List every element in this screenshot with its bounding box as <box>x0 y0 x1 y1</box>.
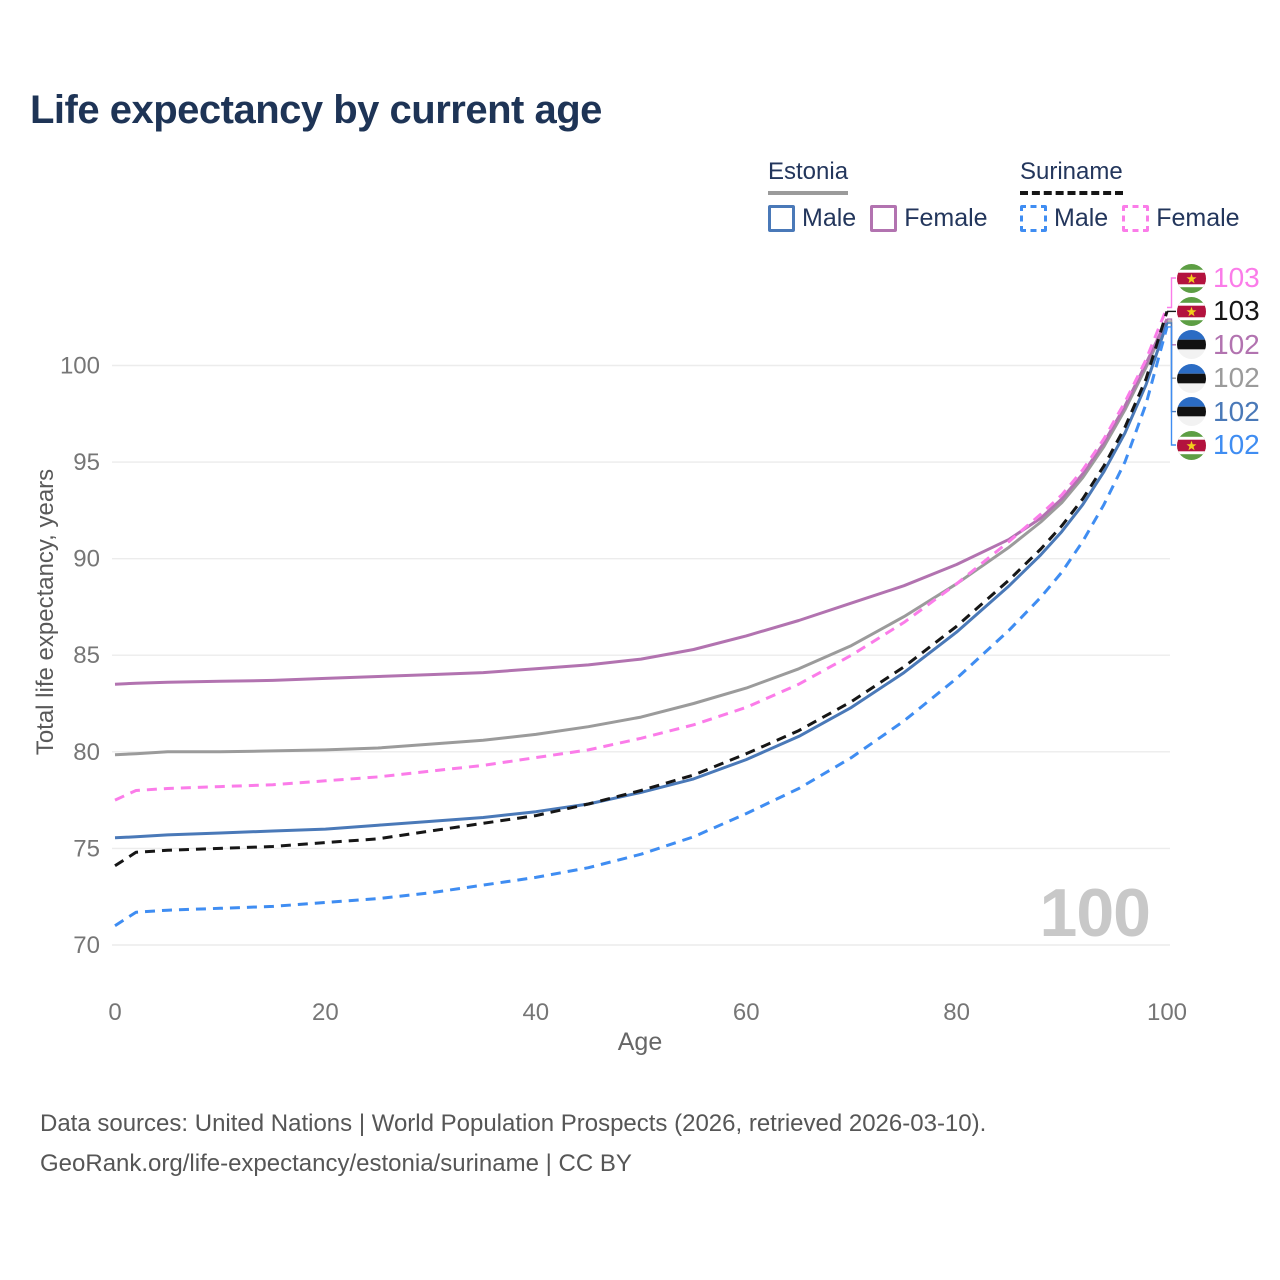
estonia-flag-icon <box>1177 330 1206 360</box>
end-label-value-suriname-male: 102 <box>1213 429 1260 460</box>
legend-country-estonia[interactable]: Estonia <box>768 158 849 195</box>
y-tick-100: 100 <box>60 353 100 380</box>
legend-label-estonia-male: Male <box>802 204 857 232</box>
y-tick-90: 90 <box>73 546 100 573</box>
end-label-value-estonia-female: 102 <box>1213 328 1260 360</box>
legend-item-estonia-female[interactable]: Female <box>870 204 988 233</box>
x-tick-60: 60 <box>733 999 760 1026</box>
legend-label-suriname-male: Male <box>1054 204 1109 232</box>
end-label-value-estonia-male: 102 <box>1213 395 1260 427</box>
legend-label-estonia-female: Female <box>904 204 988 232</box>
estonia-flag-icon <box>1177 397 1206 427</box>
footer-data-sources: Data sources: United Nations | World Pop… <box>40 1110 987 1137</box>
legend-item-suriname-male[interactable]: Male <box>1020 204 1108 233</box>
x-tick-100: 100 <box>1147 999 1187 1026</box>
end-label-value-suriname: 103 <box>1213 295 1260 327</box>
legend-swatch-suriname-female <box>1122 205 1150 232</box>
series-line-suriname-female <box>114 306 1169 802</box>
legend-swatch-suriname-male <box>1020 205 1047 232</box>
suriname-flag-icon <box>1177 430 1206 460</box>
x-tick-0: 0 <box>108 999 121 1026</box>
y-tick-70: 70 <box>73 932 100 959</box>
legend-swatch-estonia-male <box>768 205 795 232</box>
series-line-suriname-male <box>114 326 1169 927</box>
y-tick-95: 95 <box>73 449 100 476</box>
page-title: Life expectancy by current age <box>30 88 602 132</box>
y-tick-75: 75 <box>73 835 100 862</box>
suriname-flag-icon <box>1177 296 1206 326</box>
end-label-suriname-female: 103 <box>1177 263 1260 293</box>
y-tick-80: 80 <box>73 739 100 766</box>
y-tick-85: 85 <box>73 642 100 669</box>
legend-label-suriname-female: Female <box>1156 204 1240 232</box>
legend-items-estonia: Male Female <box>768 204 988 233</box>
x-tick-20: 20 <box>312 999 339 1026</box>
series-line-suriname <box>114 310 1169 868</box>
legend-group-estonia: Estonia Male Female <box>768 158 988 233</box>
end-label-estonia-male: 102 <box>1177 395 1260 427</box>
legend-group-suriname: Suriname Male Female <box>1020 158 1240 233</box>
leader-line-suriname-male <box>1167 326 1176 446</box>
end-label-suriname-male: 102 <box>1177 430 1260 460</box>
series-line-estonia <box>114 320 1169 757</box>
legend-item-suriname-female[interactable]: Female <box>1122 204 1240 233</box>
suriname-flag-icon <box>1177 263 1206 293</box>
footer-attribution: GeoRank.org/life-expectancy/estonia/suri… <box>40 1150 632 1177</box>
end-label-estonia: 102 <box>1177 363 1260 393</box>
age-counter-watermark: 100 <box>1039 875 1151 951</box>
legend-swatch-estonia-female <box>870 205 898 232</box>
x-tick-80: 80 <box>943 999 970 1026</box>
end-label-value-suriname-female: 103 <box>1213 262 1260 293</box>
leader-line-suriname-female <box>1167 277 1176 309</box>
end-label-estonia-female: 102 <box>1177 328 1260 360</box>
estonia-flag-icon <box>1177 363 1206 393</box>
legend-country-suriname[interactable]: Suriname <box>1020 158 1123 195</box>
series-line-estonia-male <box>114 322 1169 840</box>
x-axis-title: Age <box>617 1028 663 1056</box>
end-label-suriname: 103 <box>1177 296 1260 326</box>
legend-items-suriname: Male Female <box>1020 204 1240 233</box>
legend-item-estonia-male[interactable]: Male <box>768 204 856 233</box>
y-axis-title: Total life expectancy, years <box>32 468 59 756</box>
end-label-value-estonia: 102 <box>1213 362 1260 394</box>
x-tick-40: 40 <box>522 999 549 1026</box>
series-line-estonia-female <box>114 318 1169 686</box>
